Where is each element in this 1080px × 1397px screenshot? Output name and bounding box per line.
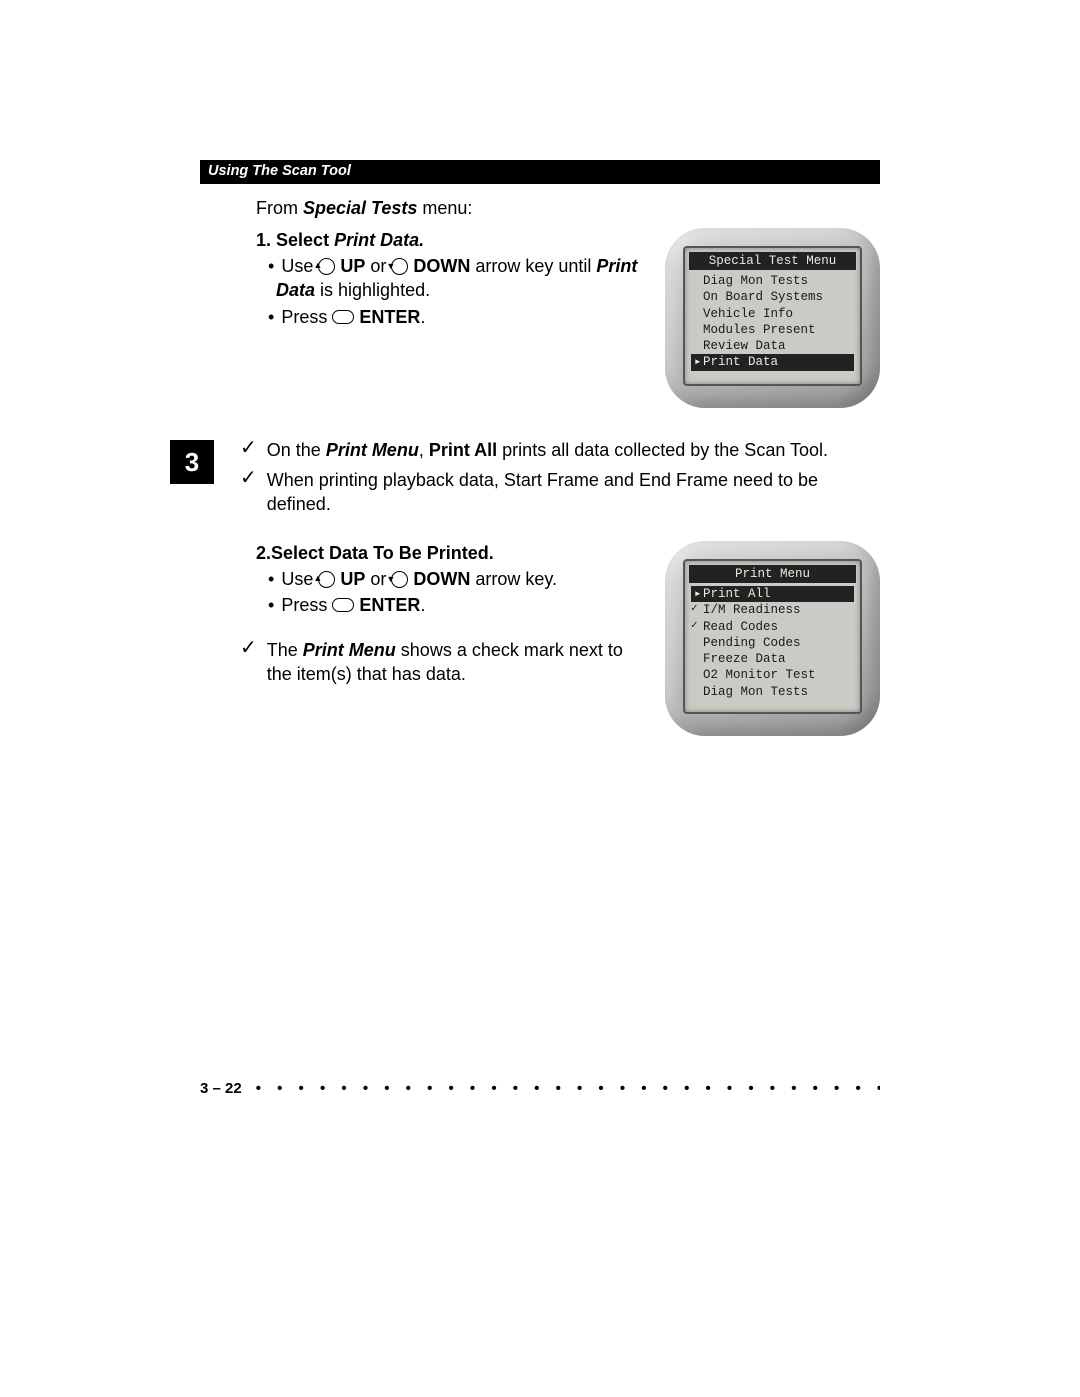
- text-bold: UP: [335, 569, 365, 589]
- checkmark-icon: ✓: [240, 638, 257, 687]
- step-number: 2.: [256, 543, 271, 563]
- screen-item-label: Print All: [703, 587, 771, 601]
- text-bold-italic: Print Menu: [303, 640, 396, 660]
- step-1-text: 1. Select Print Data. Use UP or DOWN arr…: [256, 228, 645, 329]
- checkmark-icon: ✓: [691, 602, 698, 616]
- text-bold: DOWN: [408, 569, 470, 589]
- text: prints all data collected by the Scan To…: [497, 440, 828, 460]
- step-1-bullet-2: Press ENTER.: [256, 305, 645, 329]
- step-1-row: 1. Select Print Data. Use UP or DOWN arr…: [256, 228, 880, 408]
- note-1-text: On the Print Menu, Print All prints all …: [267, 438, 880, 462]
- step-2-text: 2.Select Data To Be Printed. Use UP or D…: [256, 541, 645, 692]
- chapter-tab: 3: [170, 440, 214, 484]
- screen-menu-item: On Board Systems: [689, 289, 856, 305]
- text: menu:: [417, 198, 472, 218]
- text-bold-italic: Special Tests: [303, 198, 417, 218]
- screen-item-label: Review Data: [703, 339, 786, 353]
- screen-menu-item: Modules Present: [689, 322, 856, 338]
- device-1-screen: Special Test Menu Diag Mon Tests On Board…: [683, 246, 862, 386]
- step-1-heading: 1. Select Print Data.: [256, 228, 645, 252]
- step-2-bullet-2: Press ENTER.: [256, 593, 645, 617]
- screen-menu-item: Vehicle Info: [689, 306, 856, 322]
- screen-item-label: I/M Readiness: [703, 603, 801, 617]
- section-header: Using The Scan Tool: [200, 160, 880, 184]
- page-footer: 3 – 22 • • • • • • • • • • • • • • • • •…: [200, 1079, 880, 1099]
- screen-menu-item: Freeze Data: [689, 651, 856, 667]
- screen-item-label: Diag Mon Tests: [703, 274, 808, 288]
- page-number: 3 – 22: [200, 1079, 242, 1099]
- text: Press: [281, 307, 332, 327]
- note-1: ✓ On the Print Menu, Print All prints al…: [240, 438, 880, 462]
- checkmark-icon: ✓: [240, 438, 257, 462]
- text: arrow key.: [470, 569, 557, 589]
- up-arrow-icon: [318, 258, 335, 275]
- note-2: ✓ When printing playback data, Start Fra…: [240, 468, 880, 517]
- text: .: [420, 307, 425, 327]
- text: On the: [267, 440, 326, 460]
- screen-menu-item: ▸Print All: [691, 586, 854, 602]
- step-1-bullet-1: Use UP or DOWN arrow key until Print Dat…: [256, 254, 645, 303]
- text-bold: UP: [335, 256, 365, 276]
- text: The: [267, 640, 303, 660]
- note-2-text: When printing playback data, Start Frame…: [267, 468, 880, 517]
- screen-menu-item: ✓ I/M Readiness: [689, 602, 856, 618]
- device-screenshot-1: Special Test Menu Diag Mon Tests On Board…: [665, 228, 880, 408]
- footer-dots: • • • • • • • • • • • • • • • • • • • • …: [256, 1079, 880, 1099]
- text-bold: DOWN: [408, 256, 470, 276]
- pointer-icon: ▸: [694, 354, 702, 370]
- pointer-icon: ▸: [694, 586, 702, 602]
- screen-item-label: Freeze Data: [703, 652, 786, 666]
- device-screenshot-2: Print Menu ▸Print All✓I/M Readiness✓Read…: [665, 541, 880, 736]
- screen-menu-item: Diag Mon Tests: [689, 684, 856, 700]
- screen-menu-item: Review Data: [689, 338, 856, 354]
- screen-menu-item: Diag Mon Tests: [689, 273, 856, 289]
- intro-line: From Special Tests menu:: [256, 196, 880, 220]
- checkmark-icon: ✓: [691, 619, 698, 633]
- text: arrow key until: [470, 256, 596, 276]
- down-arrow-icon: [391, 571, 408, 588]
- screen-menu-item: ✓ Read Codes: [689, 619, 856, 635]
- text-bold: Print All: [429, 440, 497, 460]
- screen-item-label: Read Codes: [703, 620, 778, 634]
- page-content: Using The Scan Tool 3 From Special Tests…: [200, 160, 880, 766]
- text-bold-italic: Print Menu: [326, 440, 419, 460]
- screen-menu-item: Pending Codes: [689, 635, 856, 651]
- up-arrow-icon: [318, 571, 335, 588]
- screen-item-label: Vehicle Info: [703, 307, 793, 321]
- text-bold: ENTER: [354, 595, 420, 615]
- step-number: 1.: [256, 230, 271, 250]
- text: Press: [281, 595, 332, 615]
- screen-item-label: Modules Present: [703, 323, 816, 337]
- screen-menu-item: O2 Monitor Test: [689, 667, 856, 683]
- step-2-row: 2.Select Data To Be Printed. Use UP or D…: [256, 541, 880, 736]
- text-bold: Select: [276, 230, 334, 250]
- body: From Special Tests menu: 1. Select Print…: [200, 196, 880, 736]
- text: is highlighted.: [315, 280, 430, 300]
- text-bold: Select Data To Be Printed.: [271, 543, 494, 563]
- down-arrow-icon: [391, 258, 408, 275]
- text: From: [256, 198, 303, 218]
- checkmark-icon: ✓: [240, 468, 257, 517]
- device-2-title: Print Menu: [689, 565, 856, 583]
- text: .: [420, 595, 425, 615]
- note-3-text: The Print Menu shows a check mark next t…: [267, 638, 645, 687]
- step-2-heading: 2.Select Data To Be Printed.: [256, 541, 645, 565]
- screen-item-label: Pending Codes: [703, 636, 801, 650]
- screen-item-label: O2 Monitor Test: [703, 668, 816, 682]
- device-2-screen: Print Menu ▸Print All✓I/M Readiness✓Read…: [683, 559, 862, 714]
- step-2-bullet-1: Use UP or DOWN arrow key.: [256, 567, 645, 591]
- enter-icon: [332, 598, 354, 612]
- screen-item-label: On Board Systems: [703, 290, 823, 304]
- text-bold-italic: Print Data.: [334, 230, 424, 250]
- screen-menu-item: ▸Print Data: [691, 354, 854, 370]
- text-bold: ENTER: [354, 307, 420, 327]
- screen-item-label: Diag Mon Tests: [703, 685, 808, 699]
- enter-icon: [332, 310, 354, 324]
- device-1-title: Special Test Menu: [689, 252, 856, 270]
- screen-item-label: Print Data: [703, 355, 778, 369]
- note-3: ✓ The Print Menu shows a check mark next…: [240, 638, 645, 687]
- text: ,: [419, 440, 429, 460]
